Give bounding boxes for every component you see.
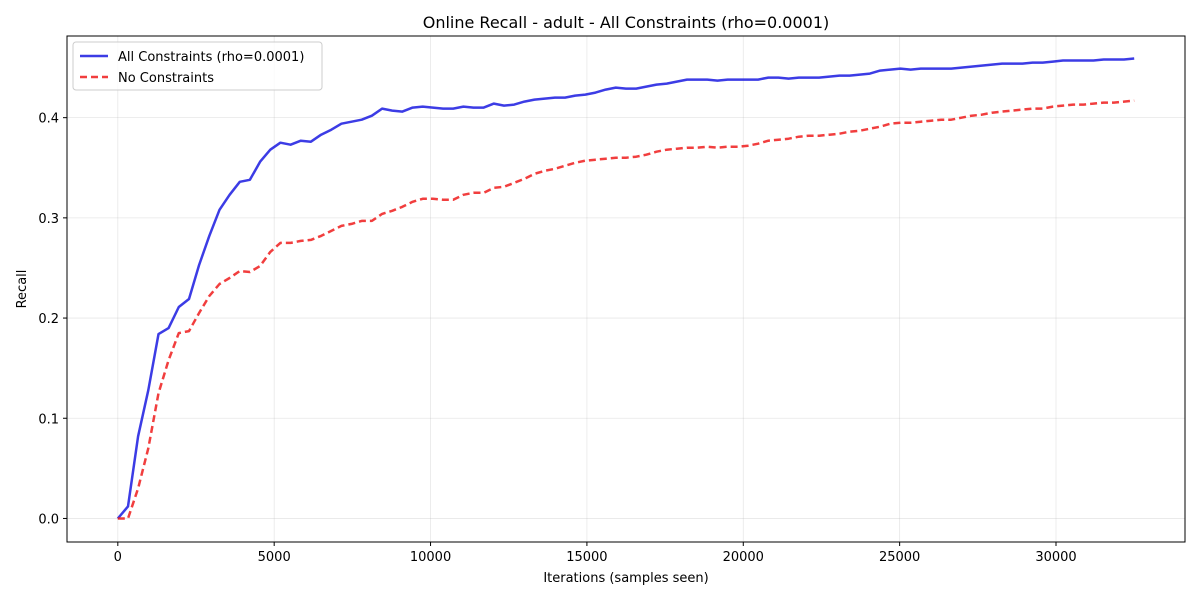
legend-label-no-constraints: No Constraints xyxy=(118,71,214,86)
legend-box xyxy=(72,41,323,91)
y-tick-label: 0.2 xyxy=(38,312,59,327)
series-line-all-constraints xyxy=(116,57,1135,520)
grid-lines xyxy=(67,36,1185,542)
y-tick-label: 0.1 xyxy=(38,412,59,427)
x-tick-label: 15000 xyxy=(566,550,607,565)
x-tick-label: 30000 xyxy=(1035,550,1076,565)
y-tick-label: 0.0 xyxy=(38,512,59,527)
y-tick-label: 0.3 xyxy=(38,212,59,227)
plot-area-frame xyxy=(66,35,1186,543)
x-tick-label: 5000 xyxy=(258,550,291,565)
y-axis-label: Recall xyxy=(15,270,30,309)
x-tick-label: 10000 xyxy=(410,550,451,565)
series-lines xyxy=(116,57,1135,520)
x-axis-label: Iterations (samples seen) xyxy=(543,571,708,586)
chart-title: Online Recall - adult - All Constraints … xyxy=(423,13,830,32)
x-tick-label: 0 xyxy=(114,550,122,565)
y-tick-label: 0.4 xyxy=(38,112,59,127)
axis-ticks: 0 5000 10000 15000 20000 25000 30000 0.0 0.1 0.2 0… xyxy=(38,112,1076,565)
series-line-no-constraints xyxy=(117,99,1135,520)
legend-label-all-constraints: All Constraints (rho=0.0001) xyxy=(118,50,304,65)
x-tick-label: 20000 xyxy=(723,550,764,565)
x-tick-label: 25000 xyxy=(879,550,920,565)
legend: All Constraints (rho=0.0001) No Constrai… xyxy=(72,41,323,91)
